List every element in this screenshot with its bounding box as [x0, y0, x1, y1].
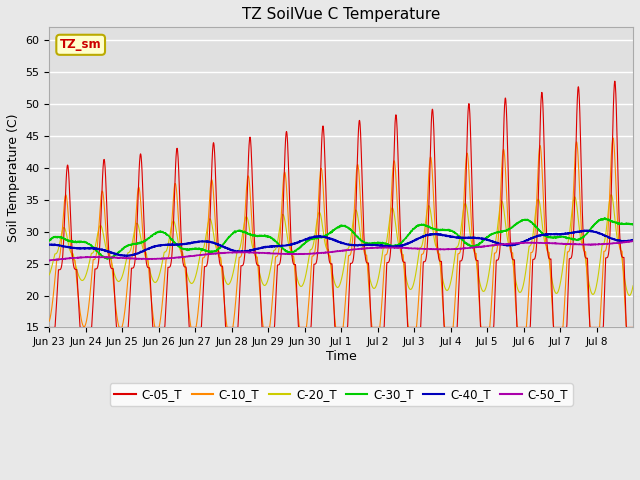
C-40_T — [585, 228, 593, 233]
C-05_T — [45, 324, 53, 330]
C-20_T — [550, 286, 558, 292]
C-50_T — [628, 238, 636, 244]
C-30_T — [377, 240, 385, 246]
C-05_T — [517, 324, 525, 330]
C-30_T — [621, 221, 629, 227]
C-30_T — [45, 238, 53, 243]
C-10_T — [629, 324, 637, 330]
Line: C-10_T: C-10_T — [49, 138, 633, 327]
C-30_T — [230, 230, 237, 236]
C-50_T — [104, 254, 112, 260]
C-10_T — [104, 248, 111, 253]
Line: C-50_T: C-50_T — [49, 241, 633, 261]
C-20_T — [45, 272, 53, 277]
C-20_T — [230, 268, 237, 274]
Line: C-05_T: C-05_T — [49, 81, 633, 327]
C-05_T — [104, 226, 111, 232]
C-10_T — [45, 318, 53, 324]
C-20_T — [104, 249, 111, 255]
C-10_T — [621, 306, 629, 312]
C-10_T — [609, 135, 617, 141]
C-10_T — [518, 324, 525, 330]
C-30_T — [104, 255, 112, 261]
C-40_T — [45, 242, 53, 248]
C-40_T — [518, 240, 525, 245]
Title: TZ SoilVue C Temperature: TZ SoilVue C Temperature — [242, 7, 440, 22]
C-40_T — [122, 253, 130, 259]
C-50_T — [629, 238, 637, 244]
C-10_T — [230, 317, 237, 323]
Legend: C-05_T, C-10_T, C-20_T, C-30_T, C-40_T, C-50_T: C-05_T, C-10_T, C-20_T, C-30_T, C-40_T, … — [109, 383, 573, 406]
C-50_T — [550, 240, 558, 246]
X-axis label: Time: Time — [326, 350, 356, 363]
C-05_T — [230, 324, 237, 330]
C-30_T — [602, 215, 609, 221]
C-50_T — [45, 258, 53, 264]
C-50_T — [621, 240, 628, 245]
C-40_T — [550, 231, 558, 237]
Y-axis label: Soil Temperature (C): Soil Temperature (C) — [7, 113, 20, 241]
Line: C-40_T: C-40_T — [49, 230, 633, 256]
C-30_T — [550, 235, 558, 240]
C-05_T — [621, 285, 628, 291]
C-50_T — [377, 245, 385, 251]
C-40_T — [621, 238, 629, 244]
C-40_T — [230, 248, 237, 253]
C-05_T — [611, 78, 619, 84]
C-20_T — [626, 292, 634, 298]
C-50_T — [518, 240, 525, 246]
C-40_T — [629, 237, 637, 243]
C-20_T — [376, 264, 384, 270]
C-10_T — [115, 324, 123, 330]
C-20_T — [629, 283, 637, 288]
C-50_T — [46, 258, 54, 264]
C-10_T — [377, 315, 385, 321]
C-20_T — [607, 192, 615, 198]
C-05_T — [629, 324, 637, 330]
Text: TZ_sm: TZ_sm — [60, 38, 102, 51]
C-30_T — [518, 218, 525, 224]
C-30_T — [104, 256, 111, 262]
C-05_T — [550, 324, 558, 330]
C-05_T — [376, 324, 384, 330]
C-40_T — [377, 243, 385, 249]
C-50_T — [230, 250, 237, 255]
C-10_T — [550, 324, 558, 330]
C-20_T — [621, 278, 628, 284]
C-20_T — [517, 289, 525, 295]
Line: C-20_T: C-20_T — [49, 195, 633, 295]
Line: C-30_T: C-30_T — [49, 218, 633, 259]
C-40_T — [104, 248, 111, 254]
C-30_T — [629, 222, 637, 228]
